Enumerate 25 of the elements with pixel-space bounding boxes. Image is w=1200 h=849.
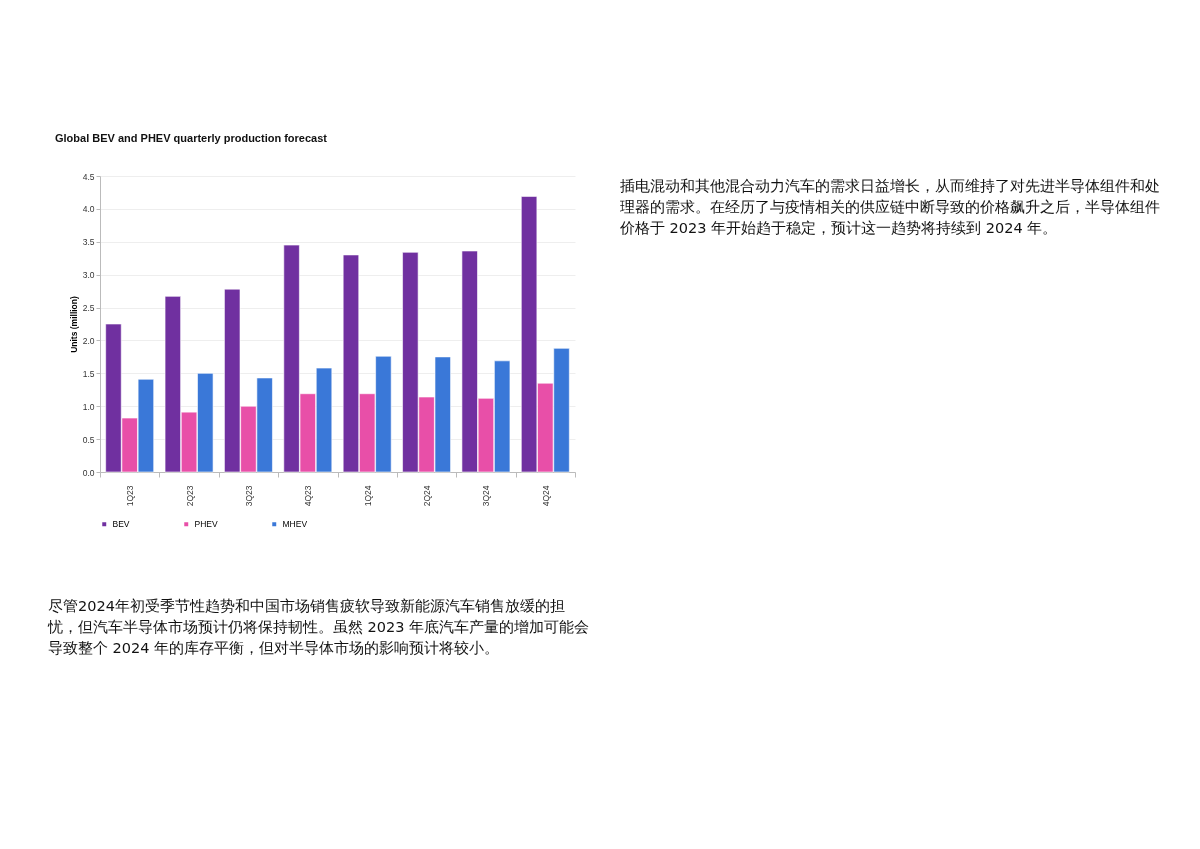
y-tick-label: 2.5 (82, 303, 95, 314)
y-tick-label: 0.0 (82, 467, 95, 478)
y-tick-label: 4.0 (82, 204, 95, 215)
text: 尽管2024年初受季节性趋势和中国市场销售疲软导致新能源汽车销售放缓的担忧，但汽车半导体市场预计仍将保持韧性。虽然 2023 年底汽车产量的增加可能会导致整个 2024 年的库存平衡，但对半导体市场的影响预计将较小。 (48, 597, 591, 658)
legend-label: MHEV (282, 519, 308, 530)
y-tick-label: 1.0 (82, 401, 95, 412)
x-tick-label: 3Q23 (243, 485, 254, 507)
y-tick-label: 0.5 (82, 434, 95, 445)
y-tick-label: 3.0 (82, 270, 95, 281)
x-tick-label: 4Q24 (540, 485, 551, 507)
y-tick-label: 3.5 (82, 237, 95, 248)
x-tick-label: 4Q23 (303, 485, 314, 507)
x-tick-label: 2Q23 (184, 485, 195, 507)
x-tick-label: 1Q24 (362, 485, 373, 507)
legend-label: PHEV (194, 519, 218, 530)
y-tick-label: 2.0 (82, 335, 95, 346)
x-tick-label: 1Q23 (125, 485, 136, 507)
text: 插电混动和其他混合动力汽车的需求日益增长，从而维持了对先进半导体组件和处理器的需求。在经历了与疫情相关的供应链中断导致的价格飙升之后，半导体组件价格于 2023 年开始趋于稳定，预计这一趋势将持续到 2024 年。 (620, 177, 1161, 238)
chart-title: Global BEV and PHEV quarterly production forecast (55, 132, 328, 144)
y-tick-label: 1.5 (82, 368, 95, 379)
legend-label: BEV (112, 519, 130, 530)
x-tick-label: 3Q24 (481, 485, 492, 507)
y-tick-label: 4.5 (82, 171, 95, 182)
y-axis-title: Units (million) (68, 296, 79, 353)
x-tick-label: 2Q24 (422, 485, 433, 507)
